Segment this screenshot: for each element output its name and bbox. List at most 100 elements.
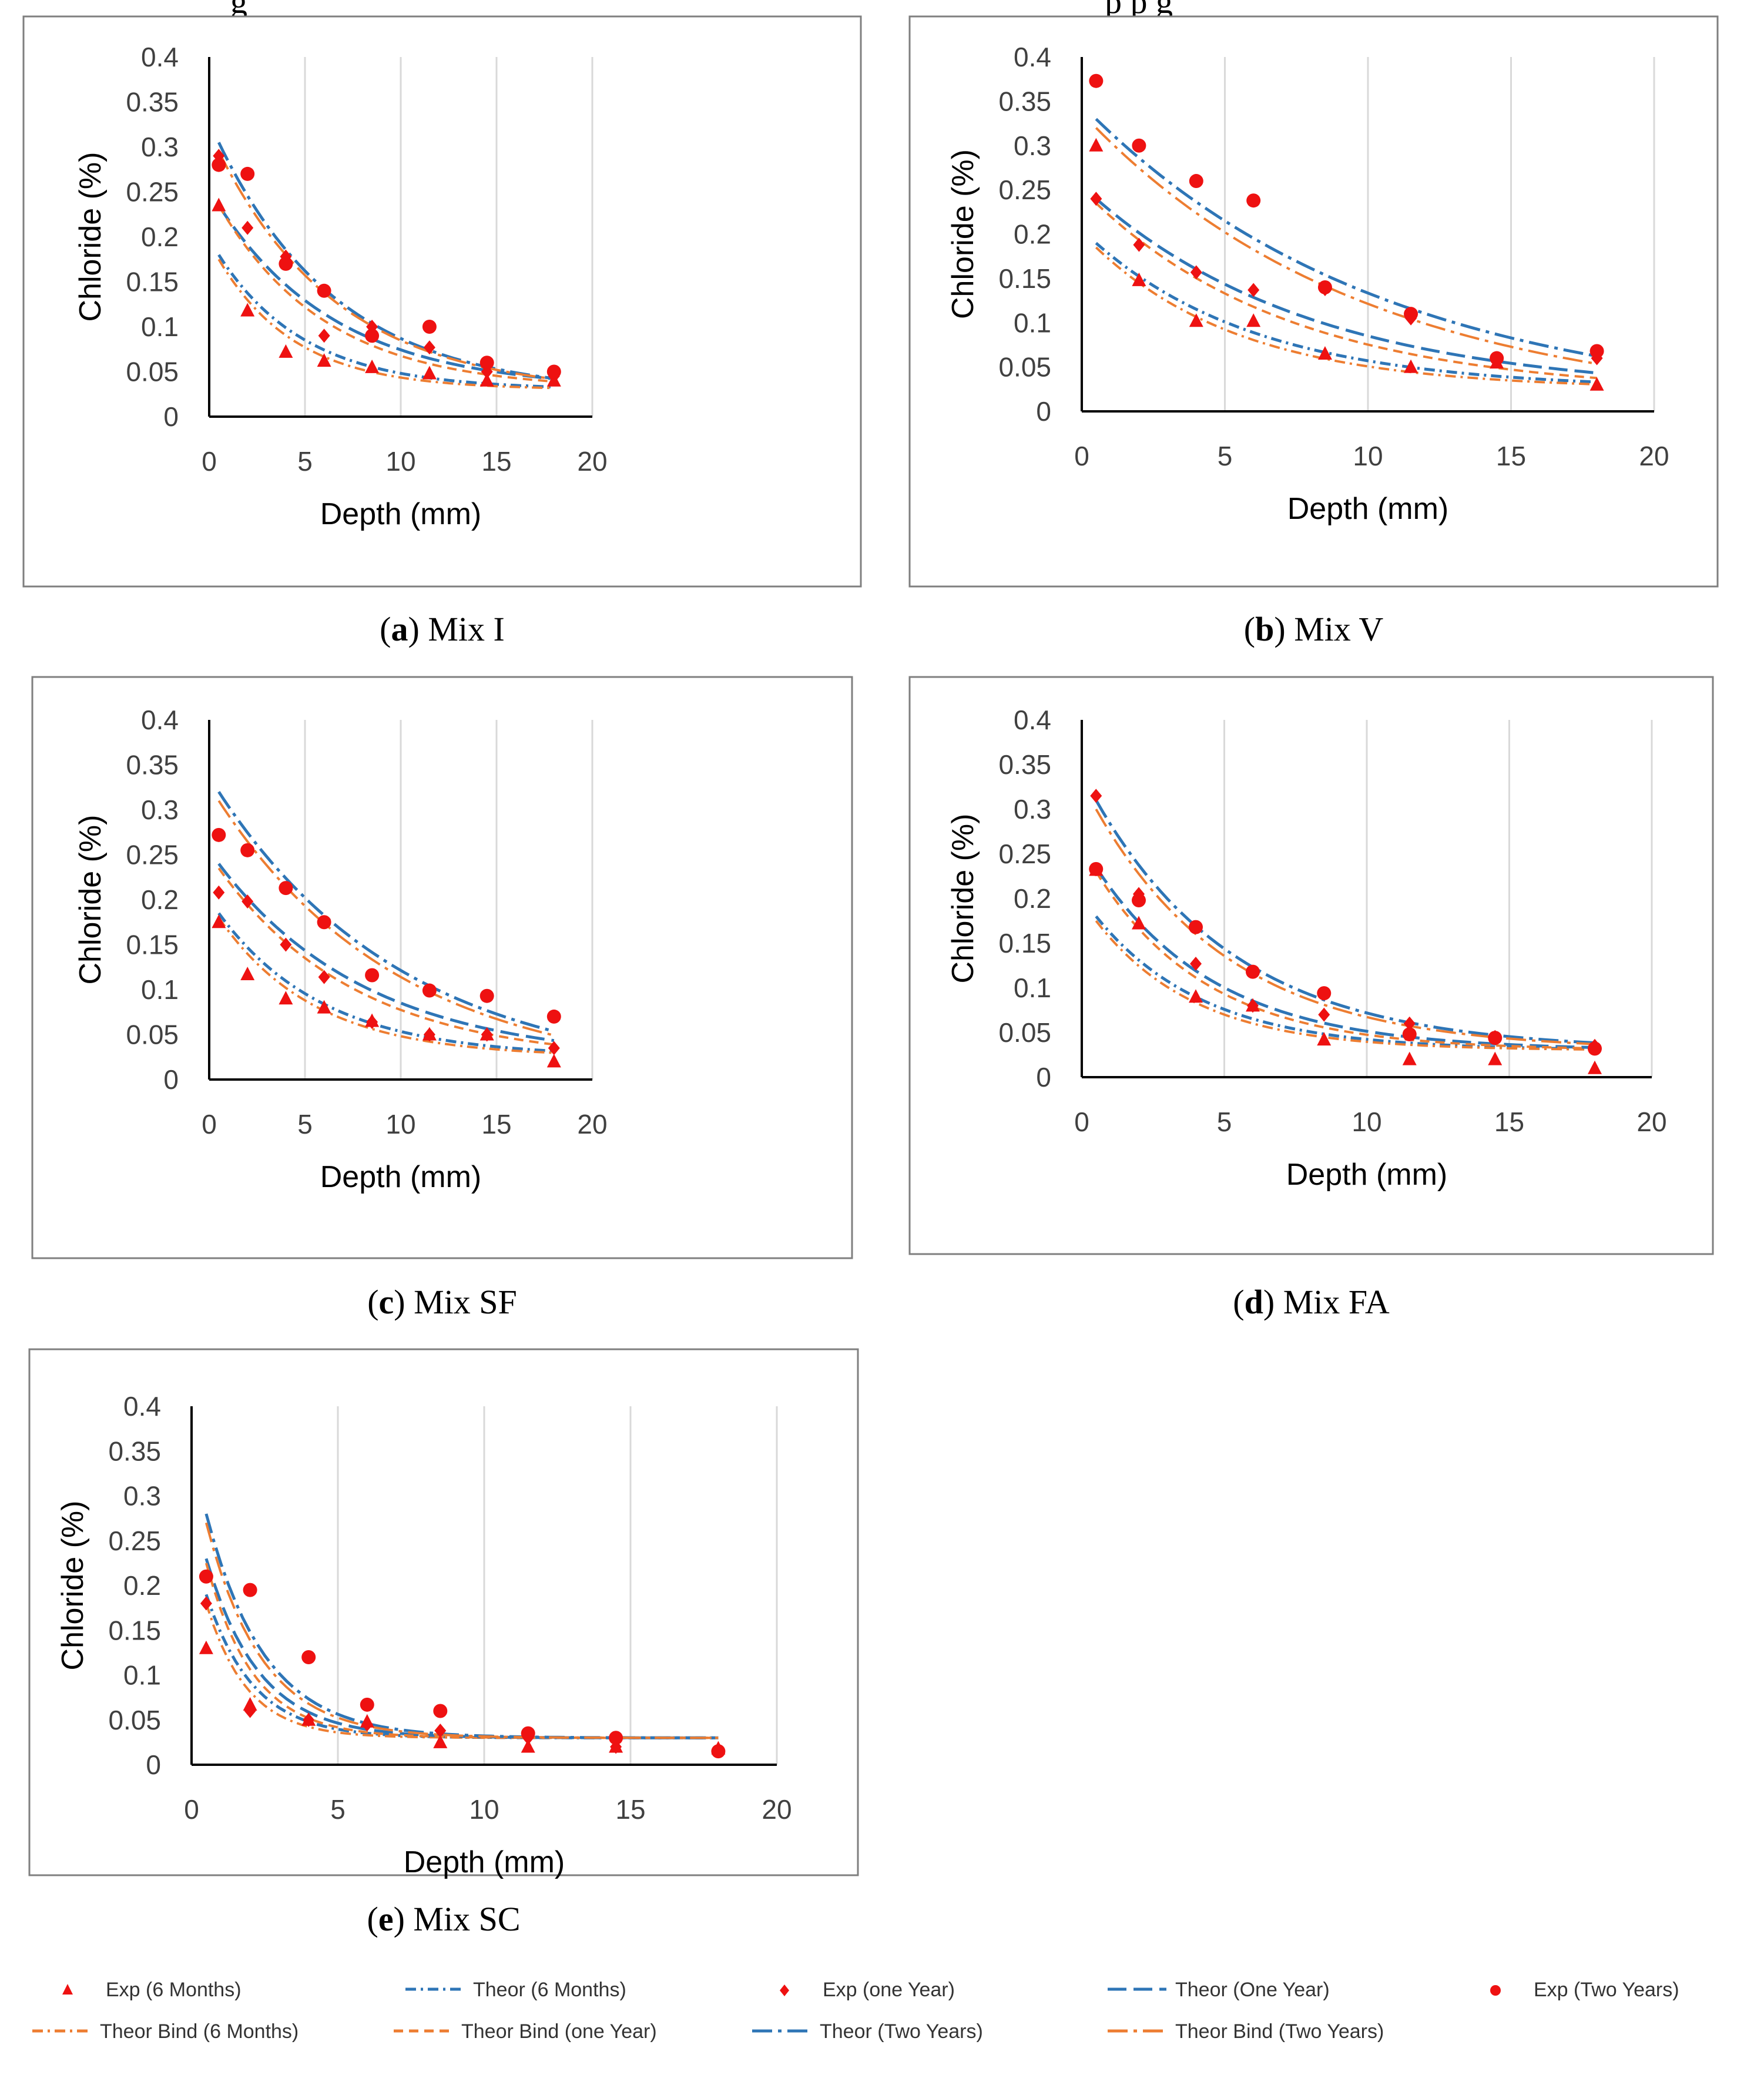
y-tick-label: 0.2	[1014, 219, 1051, 250]
legend-marker	[62, 1984, 73, 1995]
point-exp1	[366, 1015, 378, 1030]
point-exp6	[212, 914, 226, 928]
x-tick-label: 0	[202, 446, 217, 477]
point-exp6	[365, 359, 380, 373]
point-exp6	[546, 1054, 561, 1068]
point-exp2	[711, 1744, 726, 1759]
caption-e: (e) Mix SC	[367, 1900, 520, 1938]
curve-bind6	[217, 917, 554, 1054]
point-exp2	[240, 843, 255, 857]
y-tick-label: 0.15	[998, 263, 1051, 294]
point-exp6	[1317, 346, 1332, 360]
point-exp2	[433, 1704, 448, 1718]
x-tick-label: 20	[1639, 441, 1669, 471]
point-exp2	[1132, 893, 1146, 908]
point-exp2	[1246, 964, 1260, 979]
y-axis-label: Chloride (%)	[56, 1501, 90, 1671]
y-tick-label: 0.3	[141, 132, 179, 162]
x-tick-label: 15	[481, 446, 511, 477]
point-exp2	[521, 1726, 535, 1741]
point-exp2	[1589, 344, 1604, 358]
legend-label: Theor Bind (one Year)	[461, 2020, 657, 2043]
x-tick-label: 0	[1074, 1107, 1089, 1137]
point-exp6	[1589, 377, 1604, 391]
y-tick-label: 0.25	[126, 177, 179, 207]
x-tick-label: 10	[1353, 441, 1383, 471]
point-exp6	[479, 373, 494, 387]
point-exp6	[1246, 313, 1261, 327]
point-exp1	[318, 329, 330, 343]
y-tick-label: 0.05	[998, 352, 1051, 383]
x-tick-label: 5	[297, 446, 313, 477]
curve-bind6	[217, 259, 554, 390]
point-exp2	[365, 968, 380, 983]
x-axis-label: Depth (mm)	[320, 497, 481, 531]
caption-c: (c) Mix SF	[367, 1283, 517, 1321]
y-tick-label: 0.15	[108, 1615, 161, 1645]
y-tick-label: 0.25	[126, 840, 179, 870]
x-tick-label: 0	[202, 1109, 217, 1139]
y-tick-label: 0.3	[123, 1481, 161, 1511]
point-exp2	[479, 356, 494, 370]
x-tick-label: 15	[615, 1794, 645, 1825]
x-tick-label: 20	[577, 1109, 607, 1139]
caption-b: (b) Mix V	[1244, 610, 1384, 648]
y-tick-label: 0.25	[998, 839, 1051, 869]
legend-label: Exp (one Year)	[823, 1979, 955, 2001]
y-tick-label: 0	[163, 1064, 179, 1095]
y-tick-label: 0.35	[108, 1436, 161, 1466]
curve-theor2	[1095, 799, 1595, 1044]
x-tick-label: 10	[469, 1794, 499, 1825]
legend-marker	[1490, 1985, 1501, 1996]
legend-label: Exp (6 Months)	[106, 1979, 242, 2001]
curve-bind2	[204, 1522, 719, 1739]
y-tick-label: 0.15	[126, 930, 179, 960]
chart-panel-d: 0 5 10 15 20 0 0.05 0.1 0.15 0.2 0.25 0.3 0.35 0.4 Dep…	[908, 676, 1714, 1321]
chart-panel-c: 0 5 10 15 20 0 0.05 0.1 0.15 0.2 0.25 0.3 0.35 0.4 Dep…	[31, 676, 853, 1321]
point-exp6	[212, 197, 226, 212]
curve-bind6	[1095, 920, 1595, 1051]
point-exp6	[199, 1640, 213, 1654]
x-tick-label: 0	[1074, 441, 1089, 471]
curve-bind1	[1095, 871, 1595, 1050]
point-exp1	[200, 1596, 212, 1611]
point-exp2	[212, 157, 226, 172]
charts-group: 0 5 10 15 2000.050.10.150.20.250.30.350.4Dep…	[22, 15, 1719, 1938]
point-exp2	[1588, 1041, 1602, 1056]
x-axis-label: Depth (mm)	[320, 1160, 481, 1194]
point-exp6	[1189, 989, 1203, 1003]
y-tick-label: 0.25	[108, 1526, 161, 1556]
point-exp6	[243, 1697, 257, 1711]
point-exp2	[365, 329, 380, 343]
point-exp6	[1404, 359, 1418, 373]
legend: Exp (6 Months) Theor (6 Months) Exp (one Y…	[32, 1979, 1679, 2043]
point-exp6	[1317, 1032, 1332, 1046]
point-exp6	[1402, 1051, 1417, 1065]
point-exp2	[243, 1583, 257, 1597]
point-exp6	[433, 1734, 448, 1748]
point-exp1	[1190, 265, 1202, 280]
y-tick-label: 0	[1036, 396, 1051, 427]
curve-theor1	[217, 863, 555, 1043]
caption-a: (a) Mix I	[380, 610, 505, 648]
y-tick-label: 0.2	[141, 884, 179, 915]
point-exp2	[609, 1731, 623, 1745]
point-exp6	[279, 991, 293, 1005]
point-exp2	[422, 983, 437, 998]
legend-label: Theor Bind (6 Months)	[100, 2020, 299, 2043]
legend-item-bind2: Theor Bind (Two Years)	[1108, 2020, 1384, 2043]
point-exp1	[1190, 956, 1202, 971]
y-tick-label: 0.05	[126, 1020, 179, 1050]
x-tick-label: 15	[481, 1109, 511, 1139]
chart-frame	[22, 15, 862, 588]
curve-theor2	[1095, 118, 1598, 358]
x-tick-label: 15	[1494, 1107, 1524, 1137]
y-tick-label: 0.2	[123, 1570, 161, 1601]
legend-item-bind1: Theor Bind (one Year)	[394, 2020, 657, 2043]
y-tick-label: 0	[146, 1749, 161, 1780]
point-exp1	[1247, 283, 1260, 297]
y-tick-label: 0.4	[1014, 705, 1051, 735]
y-tick-label: 0.4	[141, 705, 179, 735]
curve-theor1	[1095, 197, 1597, 375]
